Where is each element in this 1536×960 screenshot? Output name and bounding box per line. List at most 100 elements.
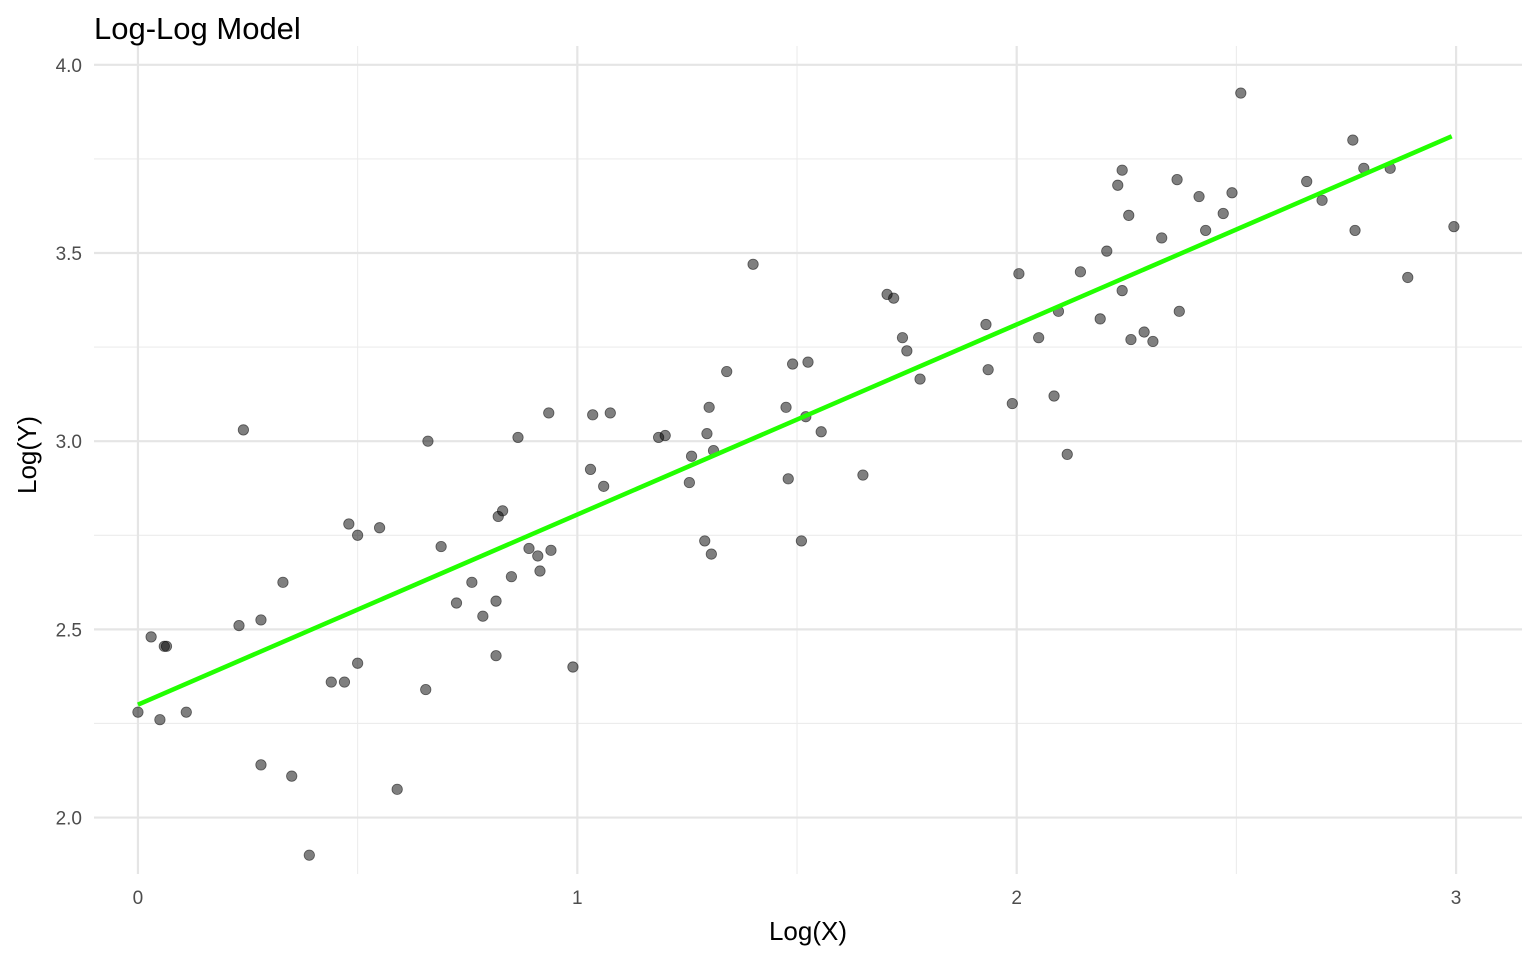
data-point — [787, 358, 799, 370]
data-point — [980, 318, 992, 331]
data-point — [1125, 333, 1137, 346]
data-point — [703, 401, 715, 413]
data-point — [1094, 313, 1106, 325]
data-point — [701, 428, 713, 440]
data-point — [705, 548, 717, 560]
data-point — [780, 401, 792, 413]
data-point — [1006, 397, 1018, 410]
data-point — [343, 518, 355, 530]
data-point — [1448, 221, 1460, 233]
data-point — [857, 469, 869, 481]
data-point — [543, 407, 555, 419]
y-tick-label: 2.0 — [56, 809, 82, 830]
data-point — [1316, 194, 1328, 206]
data-point — [659, 429, 671, 442]
y-axis-ticks: 2.0 2.5 3.0 3.5 4.0 — [56, 56, 82, 830]
data-point — [497, 505, 509, 517]
data-point — [1033, 332, 1045, 344]
regression-line — [137, 134, 1453, 707]
data-point — [699, 535, 711, 547]
data-point — [532, 550, 544, 562]
data-point — [505, 571, 518, 583]
data-point — [782, 473, 794, 485]
major-gridlines — [94, 46, 1522, 874]
x-tick-label: 1 — [572, 888, 583, 909]
data-point — [391, 783, 403, 795]
data-point — [523, 542, 535, 555]
data-point — [237, 424, 249, 436]
data-point — [450, 597, 463, 609]
data-point — [982, 364, 994, 376]
data-point — [154, 714, 166, 726]
data-point — [338, 676, 351, 688]
data-point — [303, 849, 315, 861]
data-point — [802, 356, 814, 368]
y-axis-label: Log(Y) — [12, 416, 42, 494]
data-point — [584, 463, 597, 476]
minor-gridlines — [94, 46, 1522, 874]
data-point — [815, 426, 827, 438]
data-point — [233, 619, 245, 632]
data-point — [896, 332, 909, 344]
data-point — [1226, 187, 1238, 199]
data-point — [160, 640, 173, 652]
data-point — [1173, 305, 1185, 317]
data-point — [277, 576, 289, 588]
data-point — [545, 544, 557, 556]
data-point — [1347, 134, 1359, 146]
data-point — [888, 292, 900, 304]
data-points — [132, 87, 1460, 861]
data-point — [1112, 179, 1124, 191]
data-point — [286, 770, 298, 782]
data-point — [1301, 175, 1313, 188]
x-tick-label: 0 — [133, 888, 144, 909]
data-point — [352, 529, 364, 541]
data-point — [1013, 268, 1025, 280]
data-point — [180, 706, 192, 718]
data-point — [721, 365, 733, 378]
data-point — [255, 614, 267, 626]
data-point — [352, 657, 364, 669]
data-point — [132, 706, 144, 718]
data-point — [795, 535, 808, 547]
x-axis-ticks: 0 1 2 3 — [133, 888, 1462, 909]
data-point — [435, 540, 447, 553]
data-point — [1074, 266, 1087, 278]
data-point — [1101, 245, 1113, 257]
data-point — [901, 345, 913, 357]
data-point — [914, 373, 926, 385]
y-tick-label: 3.5 — [56, 244, 82, 265]
fit-line-group — [137, 134, 1453, 707]
data-point — [1349, 224, 1361, 237]
data-point — [1156, 232, 1168, 244]
data-point — [325, 676, 337, 688]
data-point — [1138, 326, 1150, 338]
data-point — [422, 435, 434, 447]
data-point — [747, 258, 759, 270]
y-tick-label: 2.5 — [56, 620, 82, 641]
data-point — [1116, 285, 1128, 297]
data-point — [534, 565, 546, 577]
data-point — [466, 576, 478, 588]
data-point — [420, 683, 432, 696]
data-point — [1217, 207, 1229, 220]
data-point — [373, 522, 386, 534]
y-tick-label: 3.0 — [56, 432, 82, 453]
x-axis-label: Log(X) — [769, 916, 847, 946]
data-point — [567, 661, 579, 673]
data-point — [477, 610, 489, 622]
data-point — [683, 476, 695, 489]
data-point — [1200, 224, 1212, 237]
data-point — [604, 407, 616, 419]
data-point — [598, 480, 610, 492]
data-point — [587, 409, 599, 421]
data-point — [685, 450, 698, 462]
data-point — [255, 759, 267, 771]
data-point — [1147, 335, 1159, 348]
data-point — [1171, 174, 1183, 186]
data-point — [1235, 87, 1247, 99]
chart-title: Log-Log Model — [94, 11, 301, 46]
data-point — [1123, 209, 1135, 221]
data-point — [490, 650, 502, 662]
